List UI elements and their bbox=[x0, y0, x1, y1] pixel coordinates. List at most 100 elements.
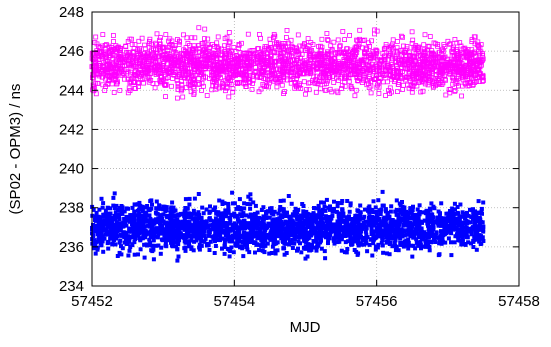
data-point bbox=[298, 241, 302, 246]
data-point bbox=[300, 66, 306, 72]
data-point bbox=[406, 85, 412, 91]
data-point bbox=[325, 49, 330, 55]
data-point bbox=[336, 235, 341, 240]
data-point bbox=[283, 241, 288, 246]
data-point bbox=[327, 86, 333, 92]
data-point bbox=[305, 36, 311, 41]
data-point bbox=[281, 207, 286, 212]
data-point bbox=[109, 232, 113, 236]
data-point bbox=[249, 87, 255, 92]
data-point bbox=[266, 46, 272, 52]
data-point bbox=[318, 86, 323, 92]
data-point bbox=[143, 228, 148, 233]
data-point bbox=[344, 46, 350, 51]
data-point bbox=[268, 223, 273, 228]
data-point bbox=[367, 44, 373, 49]
data-point bbox=[163, 240, 168, 245]
data-point bbox=[254, 242, 259, 247]
data-point bbox=[123, 57, 129, 62]
data-point bbox=[226, 230, 231, 235]
data-point bbox=[480, 235, 485, 240]
data-point bbox=[400, 200, 404, 204]
data-point bbox=[342, 37, 348, 42]
data-point bbox=[376, 91, 382, 96]
data-point bbox=[396, 82, 402, 87]
data-point bbox=[398, 242, 403, 247]
data-point bbox=[146, 71, 152, 77]
data-point bbox=[213, 244, 218, 248]
data-point bbox=[180, 94, 186, 100]
data-point bbox=[373, 220, 378, 225]
data-point bbox=[100, 239, 105, 244]
data-point bbox=[387, 91, 393, 96]
data-point bbox=[339, 83, 345, 88]
data-point bbox=[150, 249, 155, 254]
data-point bbox=[196, 25, 202, 31]
data-point bbox=[472, 54, 478, 59]
data-point bbox=[285, 210, 289, 215]
data-point bbox=[166, 56, 171, 62]
data-point bbox=[337, 44, 343, 50]
data-point bbox=[324, 31, 330, 36]
data-point bbox=[231, 45, 237, 50]
data-point bbox=[218, 226, 223, 231]
data-point bbox=[217, 59, 223, 65]
data-point bbox=[168, 83, 174, 89]
data-point bbox=[380, 189, 385, 194]
data-point bbox=[292, 241, 297, 246]
data-point bbox=[385, 57, 391, 63]
data-point bbox=[235, 45, 241, 51]
data-point bbox=[175, 234, 180, 239]
data-point bbox=[394, 212, 399, 217]
data-point bbox=[98, 226, 103, 230]
data-point bbox=[282, 246, 287, 251]
data-point bbox=[397, 222, 402, 227]
data-point bbox=[275, 248, 280, 253]
data-point bbox=[100, 32, 106, 37]
data-point bbox=[157, 79, 163, 85]
data-point bbox=[474, 247, 479, 252]
data-point bbox=[419, 220, 424, 225]
data-point bbox=[357, 27, 363, 33]
data-point bbox=[427, 34, 433, 39]
data-point bbox=[354, 74, 360, 80]
data-point bbox=[151, 257, 156, 262]
data-point bbox=[317, 236, 322, 241]
data-point bbox=[475, 228, 480, 233]
data-point bbox=[199, 220, 203, 225]
data-point bbox=[271, 78, 277, 84]
data-point bbox=[222, 51, 228, 57]
data-point bbox=[439, 201, 444, 206]
data-point bbox=[157, 221, 162, 226]
data-point bbox=[210, 83, 216, 89]
data-point bbox=[99, 220, 104, 225]
data-point bbox=[431, 204, 436, 209]
data-point bbox=[285, 77, 291, 83]
data-point bbox=[295, 32, 301, 38]
data-point bbox=[261, 205, 266, 210]
data-point bbox=[221, 82, 227, 88]
data-point bbox=[226, 40, 232, 46]
data-point bbox=[193, 216, 198, 221]
data-point bbox=[412, 219, 417, 224]
data-point bbox=[227, 39, 233, 45]
data-point bbox=[448, 41, 454, 47]
data-point bbox=[319, 36, 325, 42]
data-point bbox=[368, 90, 374, 96]
data-point bbox=[439, 241, 444, 246]
data-point bbox=[121, 220, 126, 225]
data-point bbox=[450, 81, 456, 87]
data-point bbox=[93, 57, 99, 63]
data-point bbox=[292, 62, 298, 67]
data-point bbox=[145, 74, 151, 80]
data-point bbox=[441, 42, 447, 47]
data-point bbox=[155, 206, 160, 211]
data-point bbox=[222, 230, 227, 235]
data-point bbox=[345, 247, 350, 251]
data-point bbox=[222, 241, 227, 246]
data-point bbox=[418, 89, 424, 95]
data-point bbox=[449, 53, 455, 59]
data-point bbox=[257, 52, 263, 58]
data-point bbox=[270, 219, 275, 224]
data-point bbox=[363, 224, 368, 229]
